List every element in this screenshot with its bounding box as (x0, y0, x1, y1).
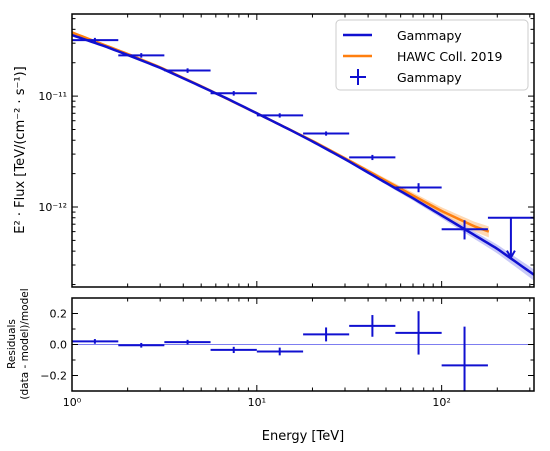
residuals-axes: 10⁰ 10¹ 10² −0.2 0.0 0.2 (40, 297, 535, 409)
upper-limit-arrow (506, 250, 516, 260)
residual-point (303, 327, 350, 342)
flux-point (395, 183, 442, 193)
flux-point (118, 53, 165, 58)
flux-point (349, 154, 396, 161)
x-axis-title: Energy [TeV] (262, 429, 344, 444)
residuals-y-axis-title-line2: (data - model)/model (19, 288, 31, 399)
residual-y-tick-label: 0.0 (50, 339, 68, 352)
spectrum-frame (71, 13, 535, 288)
flux-point (256, 113, 304, 118)
residual-point (349, 315, 396, 337)
spectrum-plot-area (72, 31, 534, 281)
residual-y-tick-label: −0.2 (40, 370, 67, 383)
residual-point (210, 346, 257, 354)
x-tick-label: 10¹ (248, 396, 266, 409)
y-tick-label: 10⁻¹¹ (38, 90, 67, 103)
hawc-model-band (72, 31, 489, 238)
residuals-y-axis-title-line1: Residuals (6, 319, 18, 369)
residual-point (164, 339, 211, 345)
spectrum-axes: 10⁻¹² 10⁻¹¹ (38, 13, 535, 288)
legend-label-gammapy-points: Gammapy (397, 70, 462, 85)
residual-point (395, 311, 442, 355)
flux-point (164, 68, 211, 73)
flux-point (303, 131, 350, 136)
residual-y-tick-label: 0.2 (50, 308, 68, 321)
residual-point (72, 339, 119, 344)
legend-frame (335, 19, 529, 91)
x-tick-label: 10⁰ (63, 396, 82, 409)
residual-point (441, 326, 488, 391)
legend-label-hawc: HAWC Coll. 2019 (397, 49, 502, 64)
y-tick-label: 10⁻¹² (38, 201, 67, 214)
residual-point (118, 342, 165, 348)
flux-point (487, 216, 534, 260)
legend-swatch-gammapy-points (350, 69, 366, 85)
flux-point (441, 220, 488, 240)
legend: Gammapy HAWC Coll. 2019 Gammapy (335, 19, 529, 91)
residual-point (256, 347, 304, 356)
gammapy-model-line (72, 33, 534, 276)
residuals-plot-area (72, 311, 534, 391)
flux-point (210, 91, 257, 96)
y-axis-title: E² · Flux [TeV/(cm⁻² · s⁻¹)] (13, 66, 28, 233)
legend-label-gammapy-model: Gammapy (397, 28, 462, 43)
flux-point (72, 37, 119, 43)
x-tick-label: 10² (432, 396, 450, 409)
